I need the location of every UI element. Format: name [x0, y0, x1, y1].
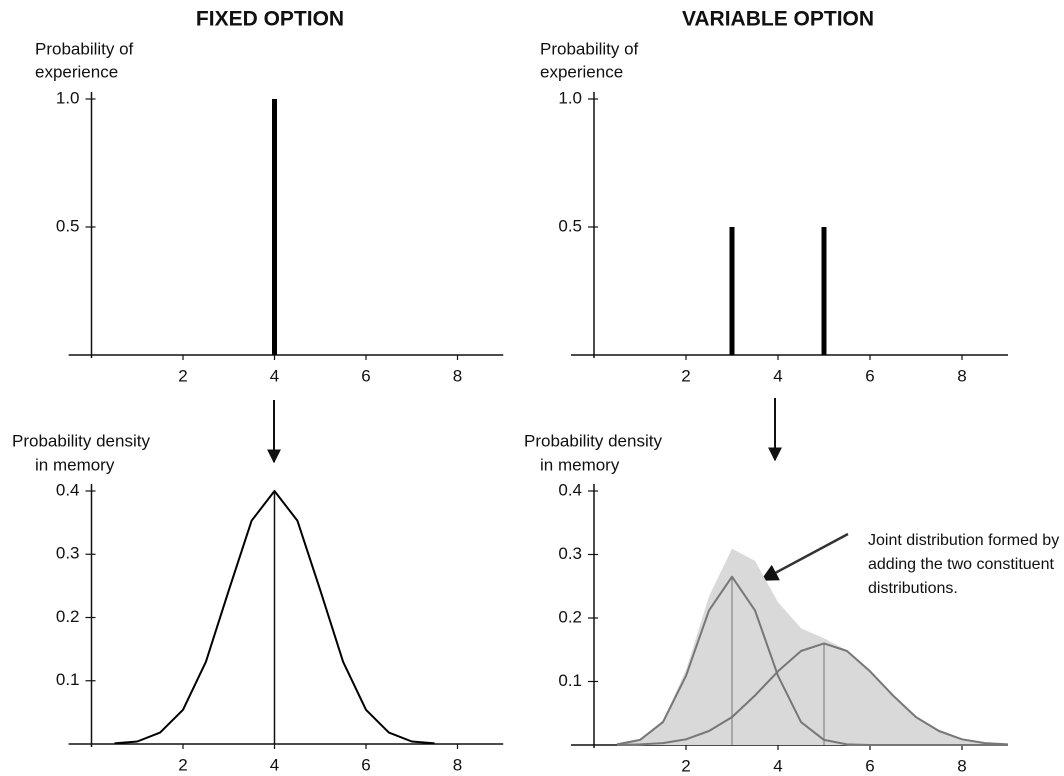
x-tick-label: 2	[178, 755, 187, 774]
annotation-arrow	[760, 532, 849, 582]
panel-title: VARIABLE OPTION	[682, 8, 874, 31]
annotation: distributions.	[868, 580, 958, 597]
y-tick-label: 0.1	[558, 671, 582, 690]
y-tick-label: 0.5	[558, 216, 582, 235]
x-tick-label: 8	[957, 756, 966, 775]
x-tick-label: 4	[773, 366, 782, 385]
y-tick-label: 0.5	[56, 216, 80, 235]
y-tick-label: 1.0	[56, 88, 80, 107]
annotation: Joint distribution formed by	[868, 532, 1059, 549]
density-curve	[616, 575, 1008, 746]
y-axis-label: Probability of	[35, 39, 134, 58]
y-tick-label: 0.3	[558, 544, 582, 563]
x-tick-label: 6	[361, 366, 370, 385]
y-axis-label: experience	[35, 62, 118, 81]
y-axis-label: experience	[540, 62, 623, 81]
panel-title: FIXED OPTION	[196, 8, 344, 31]
y-tick-label: 0.1	[56, 670, 80, 689]
y-axis-label: in memory	[540, 455, 620, 474]
annotation: adding the two constituent	[868, 556, 1054, 573]
x-tick-label: 6	[865, 366, 874, 385]
density-curve	[616, 642, 1009, 746]
x-tick-label: 8	[957, 366, 966, 385]
x-tick-label: 6	[865, 756, 874, 775]
x-tick-label: 2	[681, 756, 690, 775]
y-axis-label: in memory	[35, 455, 115, 474]
x-tick-label: 6	[361, 755, 370, 774]
y-axis-label: Probability density	[12, 431, 150, 450]
y-tick-label: 1.0	[558, 88, 582, 107]
x-tick-label: 8	[453, 755, 462, 774]
y-tick-label: 0.4	[56, 480, 80, 499]
x-tick-label: 4	[773, 756, 782, 775]
x-tick-label: 4	[270, 755, 279, 774]
y-tick-label: 0.3	[56, 544, 80, 563]
y-tick-label: 0.4	[558, 480, 582, 499]
x-tick-label: 8	[453, 366, 462, 385]
x-tick-label: 4	[270, 366, 279, 385]
y-axis-label: Probability of	[540, 39, 639, 58]
y-axis-label: Probability density	[524, 431, 662, 450]
y-tick-label: 0.2	[56, 607, 80, 626]
x-tick-label: 2	[681, 366, 690, 385]
y-tick-label: 0.2	[558, 607, 582, 626]
x-tick-label: 2	[178, 366, 187, 385]
